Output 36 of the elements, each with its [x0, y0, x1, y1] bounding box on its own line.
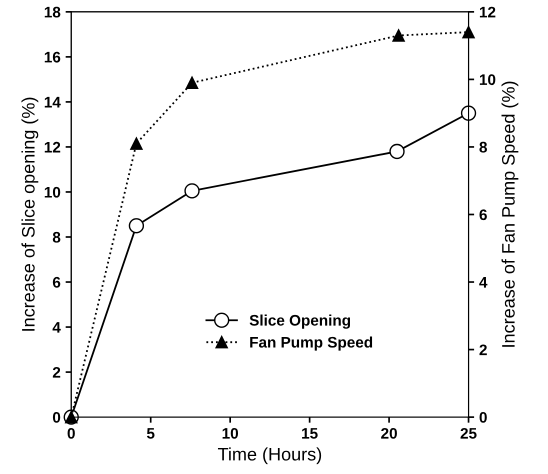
- x-tick-label: 5: [146, 428, 155, 439]
- y2-axis-title: Increase of Fan Pump Speed (%): [502, 82, 518, 347]
- x-axis-title: Time (Hours): [218, 447, 322, 464]
- y-tick-label: 14: [44, 96, 61, 108]
- y-tick-label: 6: [52, 276, 60, 288]
- y-tick-label: 12: [44, 142, 60, 152]
- y2-tick-label: 0: [480, 412, 487, 423]
- point: [184, 183, 200, 198]
- y-tick-label: 18: [44, 6, 60, 18]
- x-tick-label: 20: [381, 428, 397, 439]
- y2-tick-label: 4: [479, 277, 488, 288]
- y-tick-label: 16: [44, 52, 60, 63]
- y-tick-label: 4: [52, 322, 61, 333]
- point: [389, 144, 405, 160]
- y2-tick-label: 6: [480, 209, 487, 220]
- point: [130, 137, 143, 150]
- legend-label: Slice Opening: [250, 314, 350, 329]
- point: [462, 26, 475, 38]
- y-tick-label: 10: [44, 186, 60, 198]
- y-tick-label: 2: [52, 366, 60, 378]
- y2-tick-label: 12: [480, 6, 496, 18]
- y2-tick-label: 8: [479, 142, 487, 153]
- y-axis-title: Increase of Slice opening (%): [21, 98, 38, 331]
- x-tick-label: 0: [68, 428, 75, 439]
- x-tick-label: 10: [222, 428, 238, 439]
- y-tick-label: 8: [52, 232, 60, 243]
- point: [460, 106, 476, 121]
- y-tick-label: 0: [52, 412, 60, 423]
- legend-label: Fan Pump Speed: [250, 336, 372, 351]
- x-tick-label: 25: [460, 428, 477, 439]
- y2-tick-label: 10: [480, 74, 496, 86]
- point: [186, 76, 198, 90]
- x-tick-label: 15: [302, 428, 318, 439]
- point: [392, 29, 405, 42]
- y2-tick-label: 2: [479, 344, 487, 356]
- point: [128, 218, 144, 234]
